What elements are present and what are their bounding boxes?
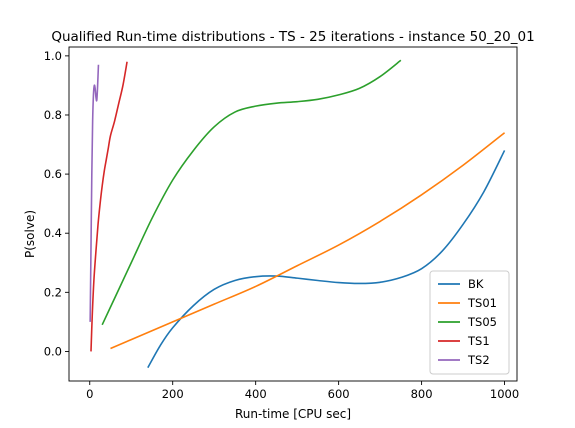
series-line-ts1 bbox=[90, 61, 128, 352]
x-axis-label: Run-time [CPU sec] bbox=[235, 407, 351, 421]
series-line-ts01 bbox=[110, 132, 506, 350]
y-tick-label: 0.2 bbox=[44, 285, 62, 299]
legend-label: TS05 bbox=[467, 315, 497, 329]
plot-lines bbox=[89, 59, 506, 369]
y-axis-label: P(solve) bbox=[23, 210, 37, 258]
legend: BK TS01 TS05 TS1 TS2 bbox=[429, 270, 510, 375]
x-tick-label: 1000 bbox=[490, 387, 519, 401]
x-tick-label: 400 bbox=[245, 387, 267, 401]
y-tick-label: 0.4 bbox=[44, 226, 62, 240]
legend-label: TS2 bbox=[467, 353, 490, 367]
plot-frame bbox=[68, 46, 518, 382]
series-line-ts2 bbox=[89, 64, 100, 322]
axes: 0 200 400 600 800 1000 0.0 0.2 0.4 0.6 0.8 1.0 bbox=[44, 46, 519, 401]
chart-title: Qualified Run-time distributions - TS - … bbox=[51, 29, 534, 45]
y-tick-label: 0.6 bbox=[44, 167, 62, 181]
y-tick-label: 1.0 bbox=[44, 49, 62, 63]
y-tick-label: 0.0 bbox=[44, 344, 62, 358]
x-tick-label: 200 bbox=[162, 387, 184, 401]
x-tick-label: 600 bbox=[328, 387, 350, 401]
series-line-ts05 bbox=[101, 59, 402, 326]
x-tick-label: 800 bbox=[411, 387, 433, 401]
series-line-bk bbox=[147, 150, 506, 369]
x-tick-label: 0 bbox=[86, 387, 93, 401]
legend-label: BK bbox=[468, 277, 484, 291]
legend-label: TS01 bbox=[467, 296, 497, 310]
y-tick-label: 0.8 bbox=[44, 108, 62, 122]
legend-label: TS1 bbox=[467, 334, 490, 348]
legend-box bbox=[429, 270, 510, 375]
